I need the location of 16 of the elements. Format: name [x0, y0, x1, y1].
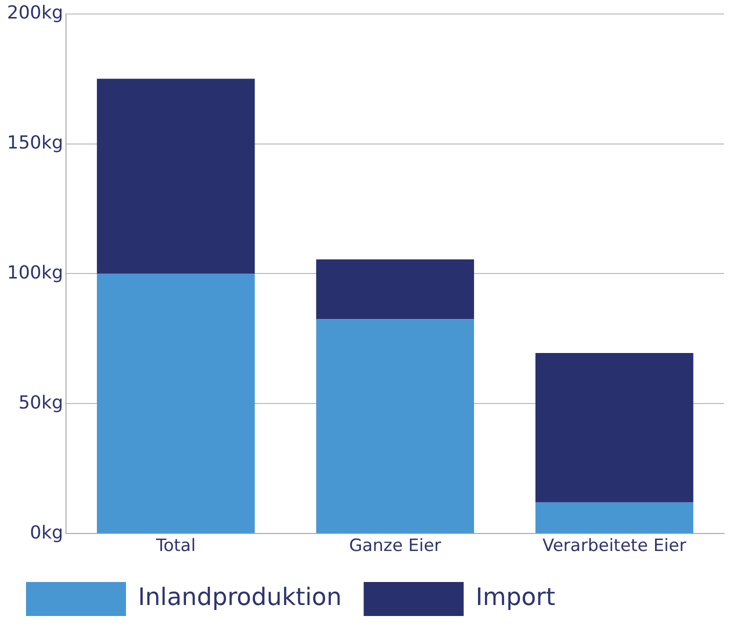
bar	[535, 352, 694, 502]
y-tick-label: 100kg	[6, 262, 64, 284]
bar	[316, 259, 474, 320]
y-tick-label: 0kg	[30, 522, 64, 544]
x-tick-label: Verarbeitete Eier	[542, 536, 686, 556]
bar	[535, 502, 694, 534]
x-tick-label: Total	[154, 536, 196, 556]
bar	[96, 274, 255, 534]
y-tick-label: 150kg	[6, 132, 64, 154]
legend-label: Inlandproduktion	[138, 583, 342, 612]
x-tick-label: Ganze Eier	[349, 536, 442, 556]
y-tick-label: 50kg	[18, 392, 64, 414]
bar	[316, 319, 474, 534]
legend-label: Import	[476, 583, 556, 612]
bar	[96, 78, 255, 274]
y-tick-label: 200kg	[6, 2, 64, 24]
